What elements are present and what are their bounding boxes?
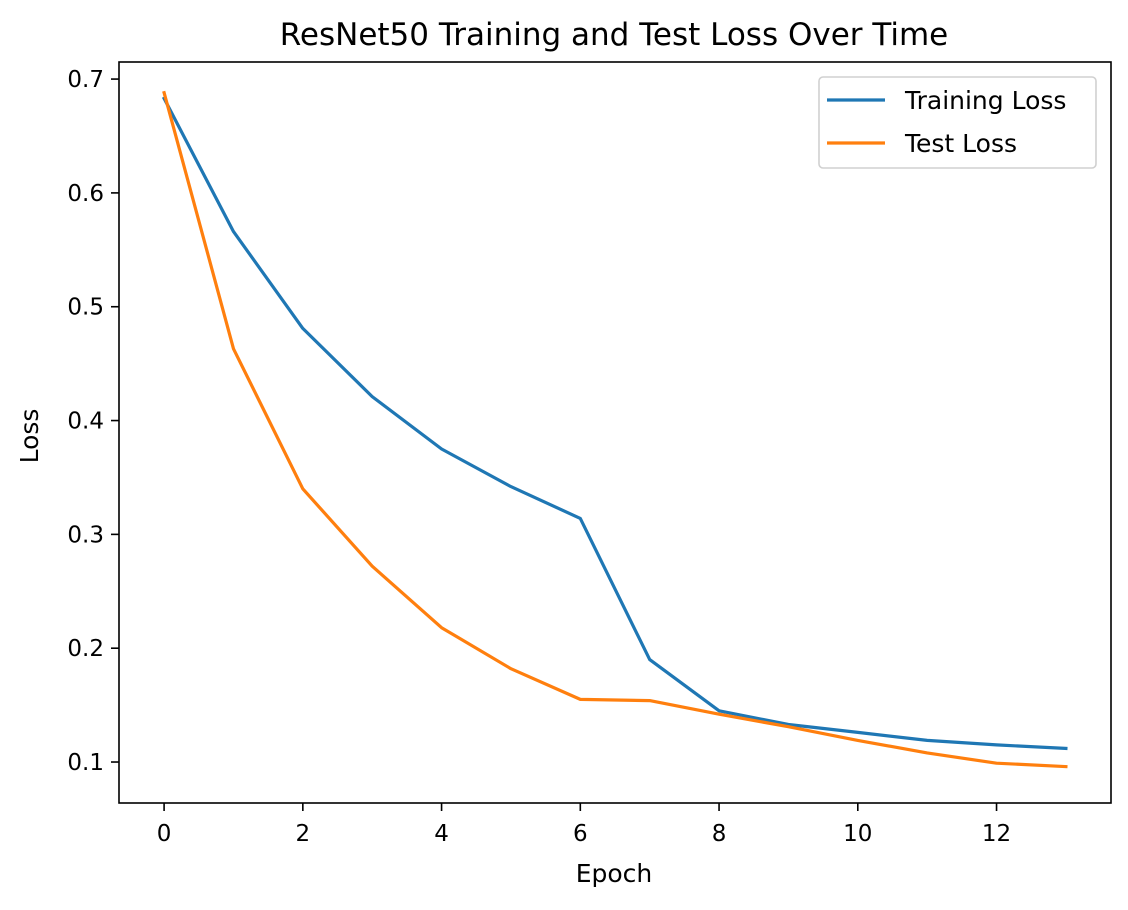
y-tick-label: 0.5 (67, 295, 104, 321)
series-line-test-loss (162, 90, 1068, 769)
x-tick-label: 10 (843, 821, 872, 847)
x-tick-label: 4 (434, 821, 449, 847)
x-tick-label: 2 (296, 821, 311, 847)
y-tick-label: 0.1 (67, 750, 104, 776)
x-tick-label: 12 (982, 821, 1011, 847)
x-tick-label: 6 (573, 821, 588, 847)
chart-title: ResNet50 Training and Test Loss Over Tim… (280, 17, 948, 53)
y-tick-label: 0.4 (67, 409, 104, 435)
plot-area: 0 2 4 6 8 10 12 0.1 0.2 0.3 0.4 0.5 0.6 0.7 Training L… (67, 61, 1112, 847)
y-tick-label: 0.6 (67, 181, 104, 207)
series-line-training-loss (161, 96, 1068, 751)
y-tick-label: 0.7 (67, 67, 104, 93)
legend-label: Test Loss (904, 129, 1017, 158)
legend-label: Training Loss (904, 86, 1066, 115)
x-tick-label: 8 (712, 821, 727, 847)
y-tick-label: 0.3 (67, 522, 104, 548)
x-axis-label: Epoch (576, 859, 653, 888)
legend: Training Loss Test Loss (818, 76, 1097, 169)
legend-box (818, 76, 1097, 169)
x-tick-label: 0 (157, 821, 172, 847)
y-axis-label: Loss (15, 409, 44, 464)
y-tick-label: 0.2 (67, 636, 104, 662)
plot-frame (118, 61, 1112, 804)
